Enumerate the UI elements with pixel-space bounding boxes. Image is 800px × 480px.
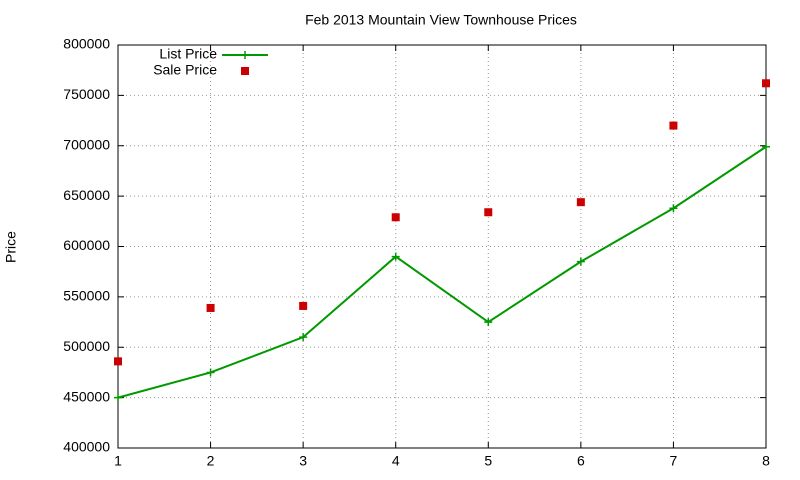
y-tick-label: 400000 <box>63 439 110 455</box>
legend-swatch <box>241 51 249 59</box>
point <box>114 357 122 366</box>
series-line <box>117 145 767 399</box>
x-tick-label: 1 <box>114 453 122 469</box>
legend-swatch <box>241 67 249 75</box>
point <box>669 121 678 130</box>
y-tick-label: 700000 <box>63 136 110 152</box>
point <box>669 204 678 213</box>
x-tick-label: 3 <box>299 453 307 469</box>
point <box>576 257 585 266</box>
plot-frame <box>117 44 767 449</box>
x-tick-label: 4 <box>392 453 400 469</box>
y-tick-label: 450000 <box>63 388 110 404</box>
x-tick-label: 2 <box>207 453 215 469</box>
point <box>576 198 585 207</box>
point <box>391 252 400 261</box>
y-tick-label: 800000 <box>63 36 110 52</box>
point <box>762 79 770 88</box>
y-tick-label: 500000 <box>63 338 110 354</box>
point <box>484 318 493 327</box>
point <box>206 303 215 312</box>
x-tick-label: 7 <box>670 453 678 469</box>
y-axis-label: Price <box>3 231 19 263</box>
legend-label: Sale Price <box>153 62 217 78</box>
y-tick-label: 650000 <box>63 187 110 203</box>
y-tick-label: 750000 <box>63 86 110 102</box>
point <box>114 393 122 402</box>
chart-title: Feb 2013 Mountain View Townhouse Prices <box>305 12 577 28</box>
x-tick-label: 5 <box>484 453 492 469</box>
point <box>391 213 400 222</box>
legend-label: List Price <box>159 46 217 62</box>
point <box>206 368 215 377</box>
x-tick-label: 6 <box>577 453 585 469</box>
y-tick-label: 600000 <box>63 237 110 253</box>
point <box>299 333 308 342</box>
x-tick-label: 8 <box>762 453 770 469</box>
point <box>762 142 770 151</box>
point <box>484 208 493 217</box>
y-tick-label: 550000 <box>63 288 110 304</box>
point <box>299 301 308 310</box>
